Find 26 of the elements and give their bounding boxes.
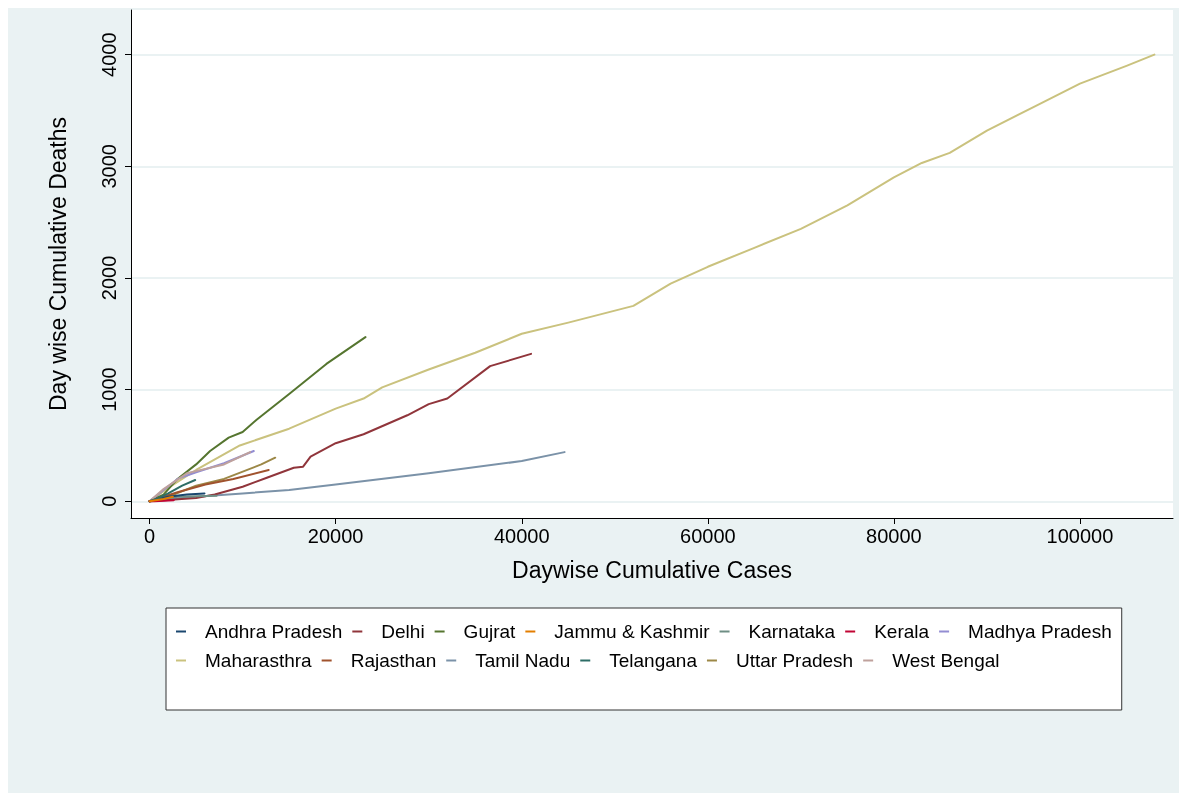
legend-label: Maharasthra xyxy=(205,650,313,671)
y-tick-label: 0 xyxy=(98,495,120,507)
legend-label: Telangana xyxy=(609,650,698,671)
x-tick-label: 80000 xyxy=(866,525,922,547)
legend-label: Rajasthan xyxy=(350,650,437,671)
x-tick-label: 40000 xyxy=(493,525,550,547)
legend-label: Jammu & Kashmir xyxy=(554,621,711,642)
x-tick-label: 0 xyxy=(144,525,156,547)
legend-label: Uttar Pradesh xyxy=(735,650,854,671)
x-tick-label: 20000 xyxy=(307,525,364,547)
legend-label: Gujrat xyxy=(463,621,517,642)
y-axis-title: Day wise Cumulative Deaths xyxy=(44,116,71,412)
y-tick-label: 1000 xyxy=(98,367,120,412)
legend-label: Madhya Pradesh xyxy=(968,621,1112,642)
y-tick-label: 4000 xyxy=(98,32,120,77)
legend-label: Delhi xyxy=(381,621,425,642)
legend-label: Kerala xyxy=(874,621,930,642)
y-tick-label: 2000 xyxy=(98,255,120,301)
x-tick-label: 60000 xyxy=(680,525,736,547)
legend-label: West Bengal xyxy=(892,650,1000,671)
legend-label: Andhra Pradesh xyxy=(205,621,343,642)
legend-label: Tamil Nadu xyxy=(475,650,571,671)
y-tick-label: 3000 xyxy=(98,144,120,189)
x-tick-label: 100000 xyxy=(1046,525,1114,547)
legend-label: Karnataka xyxy=(748,621,836,642)
x-axis-title: Daywise Cumulative Cases xyxy=(512,556,792,583)
